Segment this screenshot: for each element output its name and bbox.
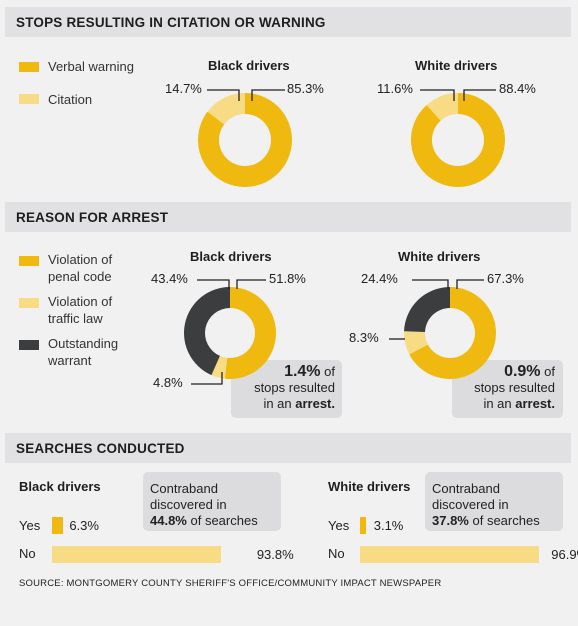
bar-category-yes-black: Yes [19, 518, 41, 533]
chart-title-search-black: Black drivers [19, 479, 101, 494]
donut-arrest-white-slice-0 [409, 287, 496, 379]
legend-label-warrant: Outstanding warrant [48, 336, 119, 368]
leader-line [236, 279, 266, 289]
leader-line [412, 279, 449, 289]
bar-yes-white [360, 517, 366, 534]
bar-value-no-black: 93.8% [256, 547, 294, 562]
leader-line [251, 89, 285, 101]
section-title: SEARCHES CONDUCTED [16, 441, 185, 456]
bar-no-white [360, 546, 540, 563]
value-label-arrest-white-penal: 67.3% [487, 271, 524, 286]
legend-swatch-warrant [19, 340, 39, 350]
search-callout-text-black: Contraband discovered in 44.8% of search… [150, 481, 258, 528]
legend-swatch-traffic-law [19, 298, 39, 308]
donut-citation-white-slice-1 [426, 93, 458, 121]
bar-yes-black [52, 517, 64, 534]
value-label-arrest-black-traffic: 4.8% [153, 375, 183, 390]
value-label-citation-white-warning: 88.4% [499, 81, 536, 96]
bar-category-no-white: No [328, 546, 345, 561]
section-title: STOPS RESULTING IN CITATION OR WARNING [16, 15, 326, 30]
search-callout-black [143, 472, 281, 531]
donut-arrest-white-slice-1 [404, 331, 428, 355]
leader-line [191, 372, 223, 385]
legend-swatch-penal-code [19, 256, 39, 266]
legend-swatch-citation [19, 94, 39, 104]
legend-label-traffic-law: Violation of traffic law [48, 294, 113, 326]
bar-value-no-white: 96.9% [551, 547, 578, 562]
donut-citation-white-slice-0 [410, 93, 505, 187]
bar-value-yes-white: 3.1% [373, 518, 404, 533]
arrest-callout-text-black: 1.4% of stops resulted in an arrest. [254, 363, 335, 412]
donut-arrest-white-slice-2 [404, 287, 450, 333]
donut-arrest-black-slice-1 [211, 355, 228, 379]
donut-citation-black-slice-1 [207, 93, 245, 125]
value-label-arrest-white-warrant: 24.4% [361, 271, 398, 286]
value-label-citation-black-warning: 85.3% [287, 81, 324, 96]
value-label-arrest-white-traffic: 8.3% [349, 330, 379, 345]
value-label-arrest-black-penal: 51.8% [269, 271, 306, 286]
leader-line [207, 89, 240, 101]
section-title: REASON FOR ARREST [16, 210, 169, 225]
value-label-citation-white-citation: 11.6% [377, 81, 413, 96]
chart-title-citation-white: White drivers [415, 58, 498, 73]
chart-title-search-white: White drivers [328, 479, 411, 494]
leader-line [420, 89, 455, 101]
value-label-arrest-black-warrant: 43.4% [151, 271, 188, 286]
bar-value-yes-black: 6.3% [69, 518, 99, 533]
arrest-callout-text-white: 0.9% of stops resulted in an arrest. [474, 363, 555, 412]
search-callout-text-white: Contraband discovered in 37.8% of search… [432, 481, 540, 528]
bar-no-black [52, 546, 221, 563]
search-callout-white [425, 472, 563, 531]
bar-category-no-black: No [19, 546, 36, 561]
leader-line [463, 89, 496, 101]
leader-line [197, 279, 230, 289]
section-header-searches: SEARCHES CONDUCTED [5, 433, 571, 463]
legend-label-penal-code: Violation of penal code [48, 252, 113, 284]
chart-title-arrest-black: Black drivers [190, 249, 272, 264]
source-note: SOURCE: MONTGOMERY COUNTY SHERIFF'S OFFI… [19, 578, 442, 589]
chart-title-citation-black: Black drivers [208, 58, 290, 73]
legend-label-verbal-warning: Verbal warning [48, 59, 134, 74]
legend-label-citation: Citation [48, 92, 93, 107]
legend-swatch-verbal-warning [19, 62, 39, 72]
donut-citation-black-slice-0 [197, 93, 292, 187]
value-label-citation-black-citation: 14.7% [165, 81, 202, 96]
chart-title-arrest-white: White drivers [398, 249, 481, 264]
donut-arrest-black-slice-0 [224, 287, 277, 379]
leader-line [456, 279, 484, 289]
section-header-citation: STOPS RESULTING IN CITATION OR WARNING [5, 7, 571, 37]
bar-category-yes-white: Yes [328, 518, 350, 533]
section-header-arrest: REASON FOR ARREST [5, 202, 571, 232]
donut-arrest-black-slice-2 [183, 287, 230, 376]
